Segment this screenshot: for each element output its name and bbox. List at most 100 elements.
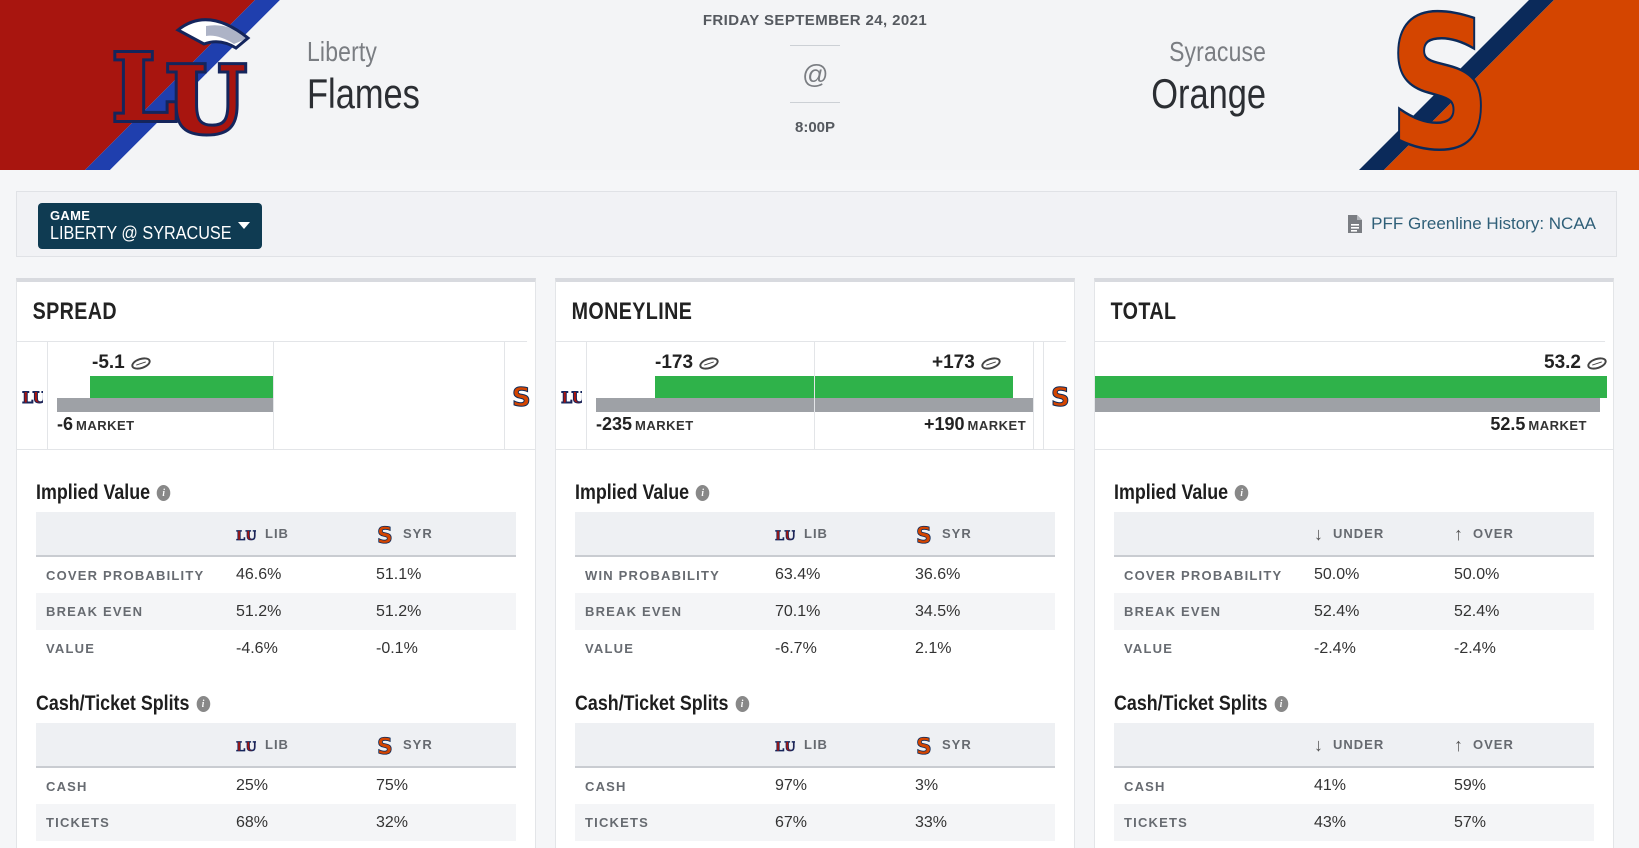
liberty-mini-logo: LU	[236, 739, 256, 755]
svg-text:S: S	[1051, 383, 1070, 409]
liberty-logo: L U	[109, 18, 251, 140]
syracuse-mini-logo: S	[377, 734, 394, 756]
svg-text:LU: LU	[775, 529, 795, 544]
away-name: Flames	[307, 70, 420, 117]
section-title: Cash/Ticket Splits i	[1114, 667, 1522, 723]
implied-value-table: LU LIB S SYR WIN PROBABILITY 63.4% 36.6% BRE…	[575, 512, 1055, 667]
panel-title: TOTAL	[1095, 282, 1605, 342]
game-select-label: GAME	[50, 208, 91, 223]
game-header: L U Liberty Flames FRIDAY SEPTEMBER 24, …	[0, 0, 1639, 170]
svg-text:S: S	[377, 524, 394, 545]
greenline-history-link[interactable]: PFF Greenline History: NCAA	[1347, 214, 1596, 234]
svg-text:LU: LU	[775, 740, 795, 755]
table-row: CASH 41% 59%	[1124, 777, 1487, 794]
spread-pff-line: -5.1	[92, 352, 152, 374]
home-city: Syracuse	[1168, 36, 1266, 67]
home-name: Orange	[1151, 70, 1266, 117]
implied-value-section: Implied Value i ↓ UNDER ↑ OVER COVER PROBAB…	[1095, 450, 1613, 667]
implied-value-section: Implied Value i LU LIB S SYR COVER PROBABIL…	[17, 450, 535, 667]
spread-lines: LU -5.1 -6 MARKET S	[17, 342, 535, 450]
info-icon[interactable]: i	[695, 485, 710, 501]
syracuse-banner	[1339, 0, 1639, 170]
pff-football-icon	[697, 354, 721, 372]
ml-market-bar-right	[815, 398, 1033, 412]
panel-title: MONEYLINE	[556, 282, 1066, 342]
info-icon[interactable]: i	[1274, 696, 1288, 712]
svg-text:S: S	[1389, 0, 1490, 152]
spread-pff-bar	[90, 376, 273, 398]
svg-text:L: L	[112, 34, 177, 140]
section-title: Cash/Ticket Splits i	[575, 667, 983, 723]
table-row: VALUE -2.4% -2.4%	[1124, 639, 1496, 657]
at-symbol: @	[790, 45, 840, 103]
game-select-value: LIBERTY @ SYRACUSE	[50, 223, 232, 243]
splits-table: LU LIB S SYR CASH 97% 3% TICKETS 67% 33%	[575, 723, 1055, 841]
svg-text:LU: LU	[236, 529, 256, 544]
home-team: Syracuse Orange	[1126, 36, 1266, 118]
syracuse-mini-logo: S	[504, 342, 535, 450]
table-row: TICKETS 43% 57%	[1114, 804, 1594, 841]
implied-value-section: Implied Value i LU LIB S SYR WIN PROBABILIT…	[556, 450, 1074, 667]
svg-text:S: S	[916, 735, 933, 756]
table-row: BREAK EVEN 51.2% 51.2%	[36, 593, 516, 630]
ml-market-right: +190 MARKET	[924, 414, 1027, 434]
arrow-up-icon: ↑	[1454, 523, 1464, 544]
total-pff-bar	[1095, 376, 1607, 398]
table-row: TICKETS 67% 33%	[575, 804, 1055, 841]
total-market-line: 52.5 MARKET	[1490, 414, 1587, 434]
svg-text:U: U	[166, 46, 246, 140]
table-row: WIN PROBABILITY 63.4% 36.6%	[585, 566, 961, 583]
moneyline-lines: LU -173 -235 MARKET +173 +190 MARKET S	[556, 342, 1074, 450]
svg-text:S: S	[916, 524, 933, 545]
table-row: TICKETS 68% 32%	[36, 804, 516, 841]
ml-market-bar-left	[596, 398, 814, 412]
table-row: BREAK EVEN 52.4% 52.4%	[1114, 593, 1594, 630]
liberty-mini-logo: LU	[17, 342, 48, 450]
splits-section: Cash/Ticket Splits i LU LIB S SYR CASH 25% 75…	[17, 667, 535, 841]
svg-text:LU: LU	[561, 388, 582, 407]
ml-pff-bar-right	[815, 376, 1013, 398]
game-info: FRIDAY SEPTEMBER 24, 2021 @ 8:00P	[660, 12, 970, 136]
chevron-down-icon	[238, 222, 250, 229]
svg-text:S: S	[377, 735, 394, 756]
liberty-mini-logo: LU	[775, 528, 795, 544]
syracuse-mini-logo: S	[377, 523, 394, 545]
info-icon[interactable]: i	[156, 485, 171, 501]
game-toolbar: GAME LIBERTY @ SYRACUSE PFF Greenline Hi…	[16, 191, 1617, 257]
game-select-dropdown[interactable]: GAME LIBERTY @ SYRACUSE	[38, 203, 262, 249]
info-icon[interactable]: i	[735, 696, 749, 712]
ml-market-left: -235 MARKET	[596, 414, 694, 434]
table-row: COVER PROBABILITY 46.6% 51.1%	[46, 566, 422, 583]
arrow-up-icon: ↑	[1454, 734, 1464, 755]
pff-football-icon	[979, 354, 1003, 372]
implied-value-table: ↓ UNDER ↑ OVER COVER PROBABILITY 50.0% 50.0%…	[1114, 512, 1594, 667]
pff-football-icon	[129, 354, 152, 372]
spread-market-line: -6 MARKET	[57, 414, 135, 434]
spread-market-bar	[57, 398, 273, 412]
implied-value-table: LU LIB S SYR COVER PROBABILITY 46.6% 51.1% B…	[36, 512, 516, 667]
svg-text:LU: LU	[22, 388, 43, 407]
away-team: Liberty Flames	[307, 36, 445, 118]
table-row: VALUE -4.6% -0.1%	[46, 639, 418, 657]
moneyline-panel: MONEYLINE LU -173 -235 MARKET +173 +190 MA…	[555, 278, 1075, 848]
info-icon[interactable]: i	[1234, 485, 1249, 501]
liberty-mini-logo: LU	[236, 528, 256, 544]
table-row: CASH 97% 3%	[585, 777, 939, 794]
liberty-mini-logo: LU	[556, 342, 587, 450]
spread-panel: SPREAD LU -5.1 -6 MARKET S Implied Value i…	[16, 278, 536, 848]
splits-section: Cash/Ticket Splits i ↓ UNDER ↑ OVER CASH 41%…	[1095, 667, 1613, 841]
document-icon	[1348, 215, 1363, 233]
ml-pff-bar-left	[655, 376, 814, 398]
ml-pff-left: -173	[655, 352, 721, 374]
game-time: 8:00P	[794, 119, 836, 136]
info-icon[interactable]: i	[196, 696, 210, 712]
syracuse-logo: S	[1387, 0, 1493, 152]
svg-text:LU: LU	[236, 740, 256, 755]
syracuse-mini-logo: S	[916, 734, 933, 756]
arrow-down-icon: ↓	[1314, 734, 1324, 755]
table-row: COVER PROBABILITY 50.0% 50.0%	[1124, 566, 1500, 583]
table-row: VALUE -6.7% 2.1%	[585, 639, 952, 657]
ml-pff-right: +173	[932, 352, 1003, 374]
svg-text:S: S	[512, 383, 531, 409]
arrow-down-icon: ↓	[1314, 523, 1324, 544]
